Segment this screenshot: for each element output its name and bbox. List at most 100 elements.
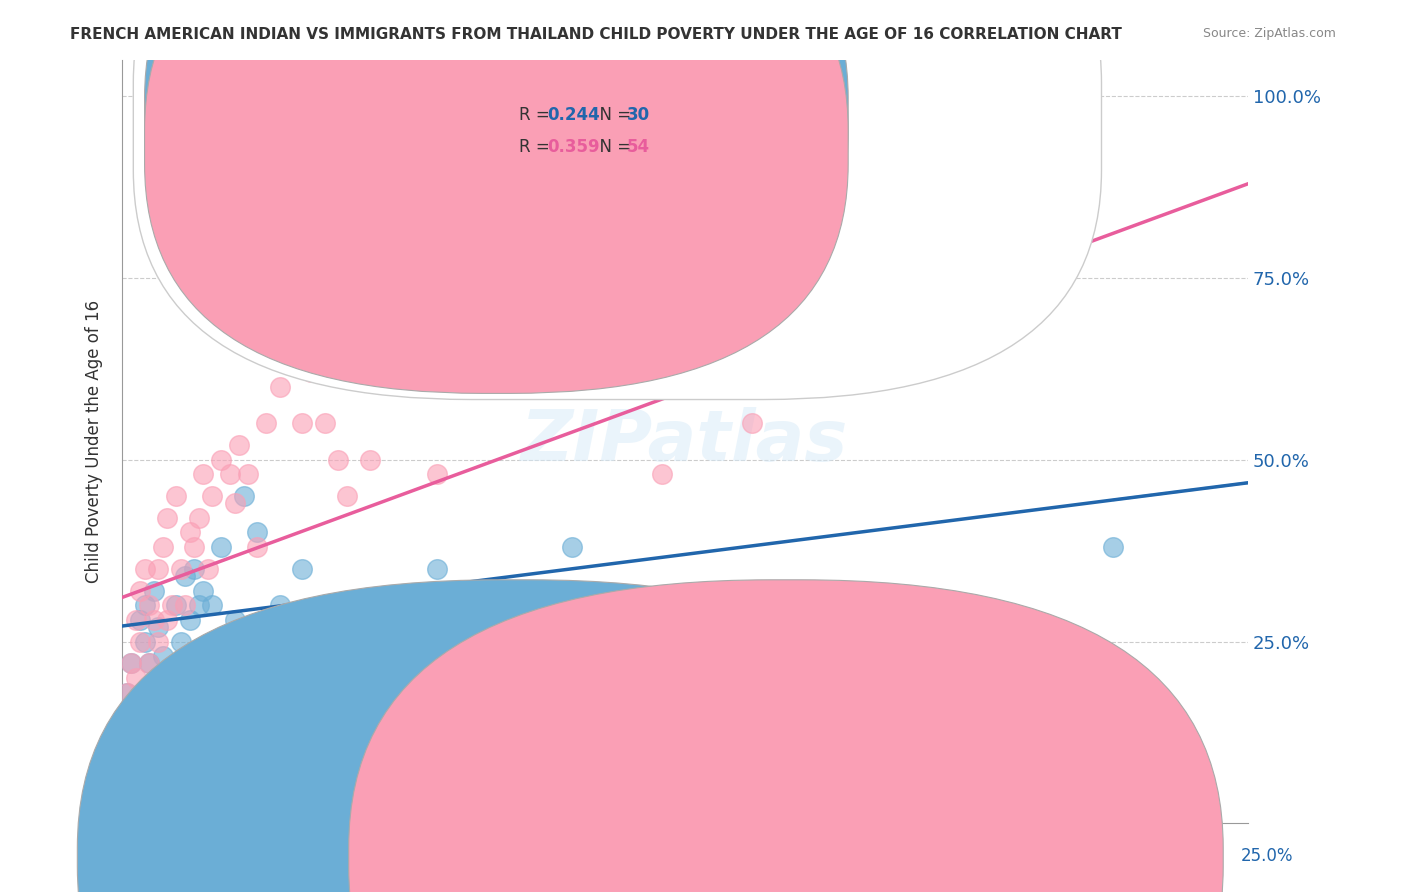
Text: 0.244: 0.244 — [547, 105, 600, 124]
Point — [269, 599, 291, 613]
Point — [187, 511, 209, 525]
Point — [179, 525, 201, 540]
Point — [254, 417, 277, 431]
Point — [328, 452, 350, 467]
Point — [201, 599, 224, 613]
Text: N =: N = — [589, 138, 637, 156]
Point — [314, 613, 336, 627]
Point — [209, 452, 232, 467]
Text: 0.0%: 0.0% — [120, 847, 162, 865]
Point — [246, 525, 269, 540]
Point — [138, 657, 160, 671]
Text: 0.359: 0.359 — [547, 138, 600, 156]
Point — [283, 343, 305, 358]
Point — [921, 235, 943, 249]
Point — [246, 540, 269, 554]
Point — [187, 599, 209, 613]
Point — [183, 562, 205, 576]
Point — [174, 569, 197, 583]
Point — [169, 562, 191, 576]
Point — [876, 270, 898, 285]
Text: Source: ZipAtlas.com: Source: ZipAtlas.com — [1202, 27, 1336, 40]
Point — [129, 583, 152, 598]
Point — [471, 707, 494, 722]
Y-axis label: Child Poverty Under the Age of 16: Child Poverty Under the Age of 16 — [86, 300, 103, 583]
Point — [160, 599, 183, 613]
Point — [134, 634, 156, 648]
Point — [561, 540, 583, 554]
Text: R =: R = — [519, 138, 555, 156]
Point — [291, 417, 314, 431]
Point — [152, 649, 174, 664]
Point — [152, 540, 174, 554]
Point — [124, 613, 146, 627]
Point — [561, 657, 583, 671]
Point — [224, 496, 246, 510]
Point — [291, 562, 314, 576]
Point — [219, 467, 242, 482]
Text: FRENCH AMERICAN INDIAN VS IMMIGRANTS FROM THAILAND CHILD POVERTY UNDER THE AGE O: FRENCH AMERICAN INDIAN VS IMMIGRANTS FRO… — [70, 27, 1122, 42]
Point — [651, 467, 673, 482]
Point — [156, 671, 179, 685]
Point — [129, 634, 152, 648]
Point — [381, 685, 404, 699]
Point — [165, 599, 187, 613]
Text: French American Indians: French American Indians — [496, 849, 685, 863]
Point — [426, 562, 449, 576]
Point — [165, 489, 187, 503]
Point — [134, 599, 156, 613]
Point — [142, 583, 165, 598]
Point — [124, 714, 146, 729]
Text: ZIPatlas: ZIPatlas — [522, 407, 849, 476]
Point — [224, 613, 246, 627]
Point — [336, 489, 359, 503]
Point — [191, 583, 214, 598]
Point — [138, 657, 160, 671]
Point — [124, 671, 146, 685]
Text: Immigrants from Thailand: Immigrants from Thailand — [744, 849, 943, 863]
Point — [269, 380, 291, 394]
Point — [1101, 540, 1123, 554]
Point — [741, 417, 763, 431]
Point — [174, 599, 197, 613]
Point — [129, 613, 152, 627]
Point — [1011, 176, 1033, 190]
Point — [146, 620, 169, 634]
Point — [146, 634, 169, 648]
Point — [183, 540, 205, 554]
Text: 25.0%: 25.0% — [1241, 847, 1294, 865]
FancyBboxPatch shape — [134, 0, 1101, 400]
Point — [314, 417, 336, 431]
Point — [146, 562, 169, 576]
Point — [209, 540, 232, 554]
Text: 30: 30 — [627, 105, 650, 124]
Text: R =: R = — [519, 105, 555, 124]
Point — [179, 613, 201, 627]
Point — [152, 671, 174, 685]
FancyBboxPatch shape — [145, 0, 848, 361]
FancyBboxPatch shape — [145, 0, 848, 393]
Point — [120, 657, 142, 671]
Point — [232, 489, 254, 503]
Point — [404, 671, 426, 685]
Point — [160, 685, 183, 699]
Point — [426, 467, 449, 482]
Point — [228, 438, 250, 452]
Point — [359, 452, 381, 467]
Point — [120, 707, 142, 722]
Point — [156, 613, 179, 627]
Point — [236, 467, 259, 482]
Point — [142, 613, 165, 627]
Point — [197, 562, 219, 576]
Text: 54: 54 — [627, 138, 650, 156]
Point — [201, 489, 224, 503]
Point — [120, 657, 142, 671]
Point — [142, 685, 165, 699]
Point — [156, 511, 179, 525]
Point — [191, 467, 214, 482]
Point — [134, 707, 156, 722]
Point — [169, 634, 191, 648]
Point — [138, 599, 160, 613]
Point — [115, 685, 138, 699]
Point — [299, 366, 322, 380]
